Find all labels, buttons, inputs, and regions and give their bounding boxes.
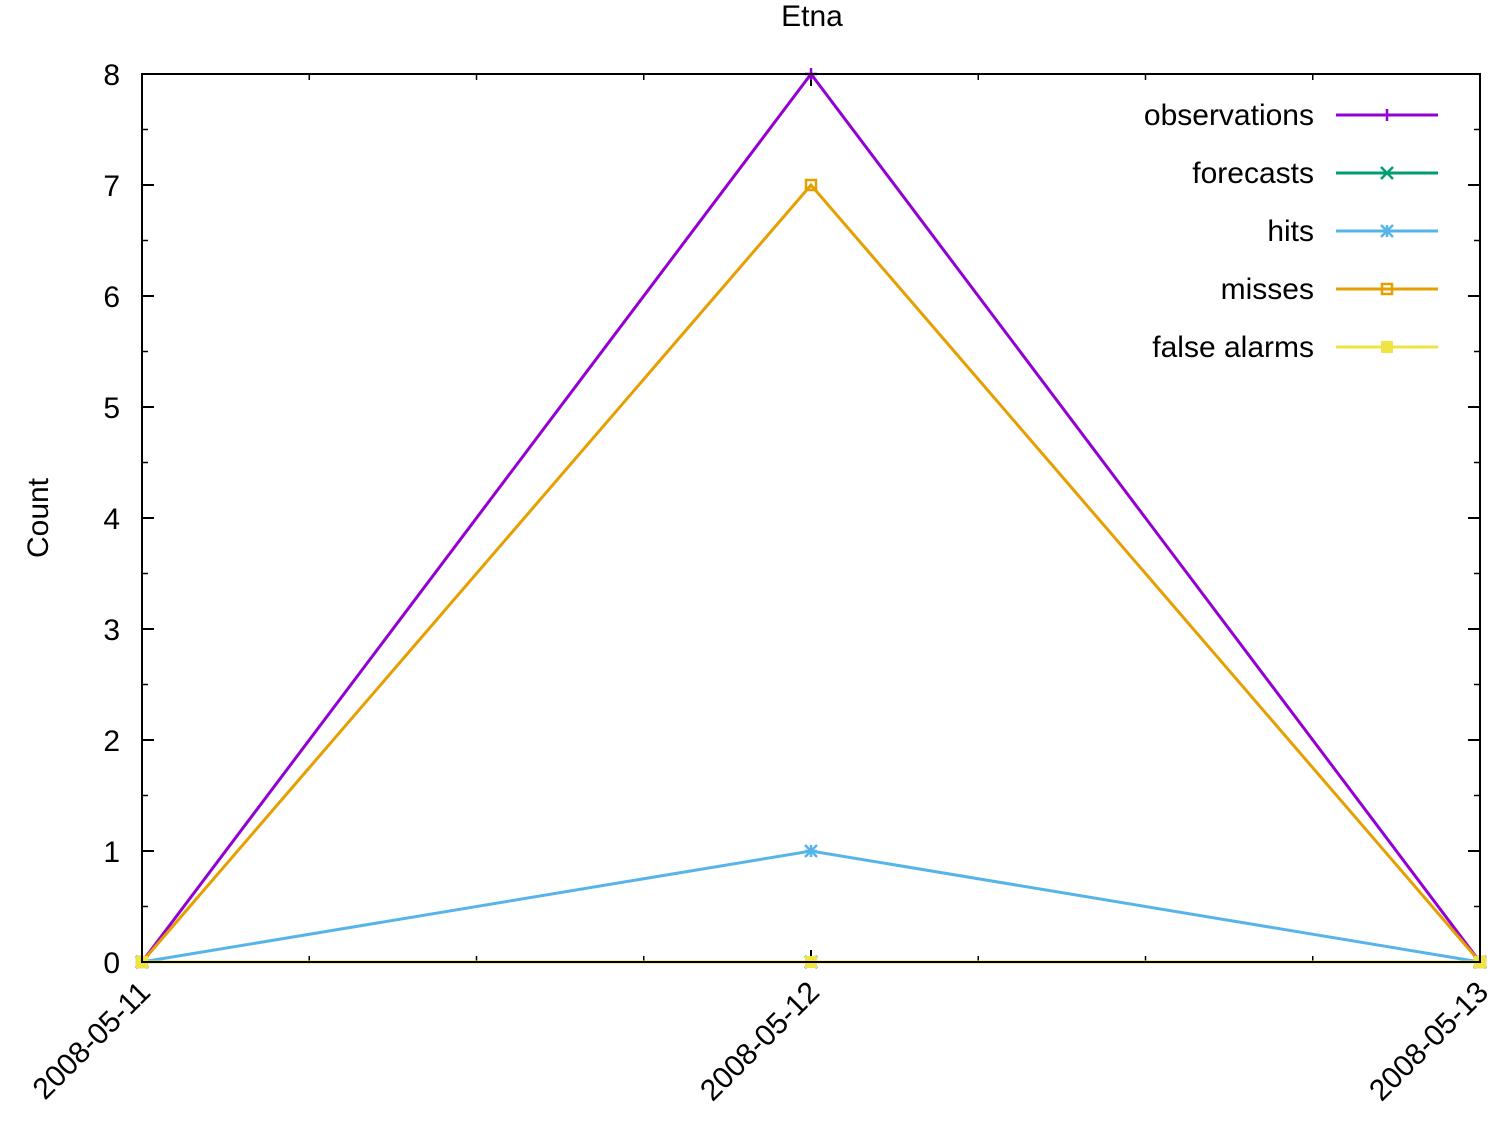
legend-marker [1380, 166, 1394, 180]
series-hits [135, 844, 1487, 969]
legend-label: forecasts [1192, 157, 1314, 190]
y-tick-label: 1 [103, 836, 120, 869]
y-tick-label: 0 [103, 947, 120, 980]
x-tick-label: 2008-05-12 [694, 976, 826, 1108]
y-tick-label: 2 [103, 725, 120, 758]
data-point [804, 844, 818, 858]
legend-marker [1381, 109, 1393, 121]
plot-frame [141, 73, 1481, 963]
legend: observations forecasts hits misses false ala… [1144, 99, 1438, 364]
series-observations [136, 68, 1486, 968]
y-tick-label: 4 [103, 503, 120, 536]
y-tick-label: 7 [103, 170, 120, 203]
legend-label: misses [1221, 273, 1314, 306]
legend-marker [1380, 224, 1394, 238]
series-layer [135, 68, 1487, 969]
legend-label: observations [1144, 99, 1314, 132]
y-axis-label: Count [22, 477, 55, 558]
y-tick-label: 3 [103, 614, 120, 647]
data-point [804, 178, 818, 192]
series-line [141, 849, 1481, 964]
series-line [140, 71, 1482, 963]
series-line [140, 182, 1482, 963]
x-tick-label: 2008-05-13 [1363, 976, 1488, 1108]
y-tick-label: 8 [103, 59, 120, 92]
y-tick-label: 6 [103, 281, 120, 314]
legend-marker [1381, 341, 1393, 353]
y-tick-label: 5 [103, 392, 120, 425]
x-tick-label: 2008-05-11 [27, 976, 157, 1106]
legend-label: hits [1267, 215, 1314, 248]
legend-marker [1380, 282, 1394, 296]
legend-label: false alarms [1152, 331, 1314, 364]
chart-title: Etna [781, 0, 843, 33]
